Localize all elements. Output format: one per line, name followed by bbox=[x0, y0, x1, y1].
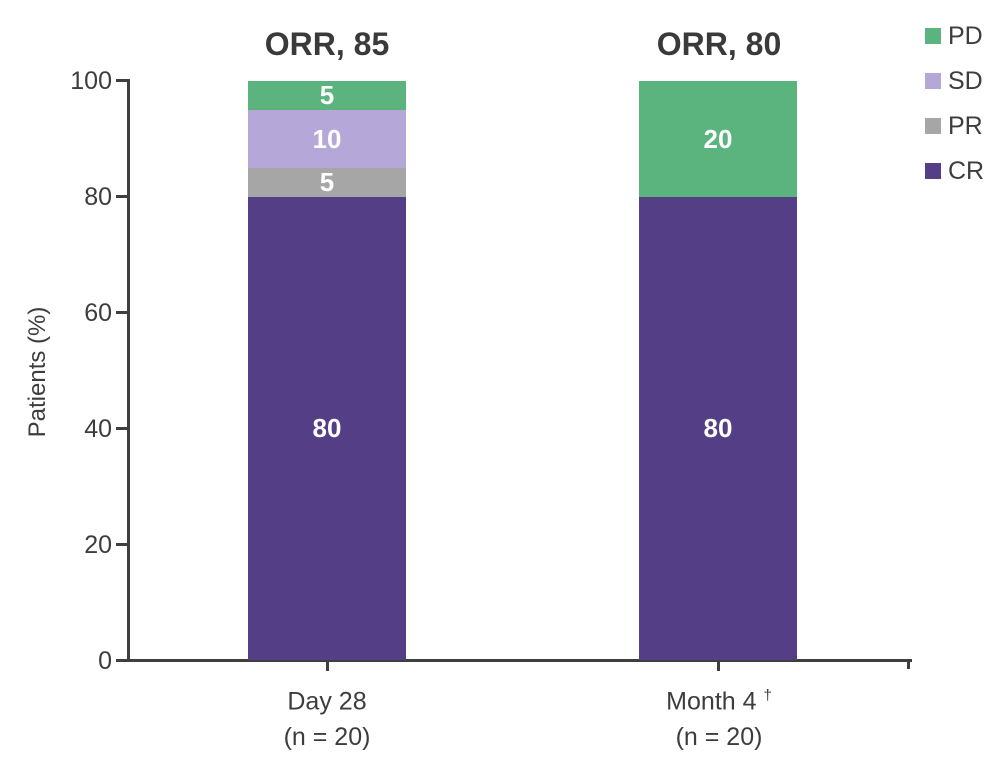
legend-item-pd: PD bbox=[925, 22, 983, 50]
bar-segment-sd: 10 bbox=[248, 109, 406, 168]
y-tick-80 bbox=[116, 195, 129, 198]
x-label-month4-superscript: † bbox=[763, 687, 772, 704]
bar-segment-value: 5 bbox=[319, 167, 335, 198]
legend-label-cr: CR bbox=[948, 156, 985, 185]
legend-item-cr: CR bbox=[925, 157, 984, 185]
y-tick-label-80: 80 bbox=[84, 183, 112, 211]
legend-label-pd: PD bbox=[948, 21, 983, 50]
y-axis-line bbox=[127, 79, 130, 662]
bar-segment-value: 80 bbox=[312, 413, 342, 444]
x-label-day28-line2: (n = 20) bbox=[283, 723, 371, 752]
y-tick-label-40: 40 bbox=[84, 415, 112, 443]
bar-segment-cr: 80 bbox=[639, 196, 797, 660]
cr-legend-swatch-icon bbox=[925, 163, 941, 179]
y-tick-100 bbox=[116, 79, 129, 82]
pd-legend-swatch-icon bbox=[925, 28, 941, 44]
x-axis-end-tick bbox=[907, 659, 910, 669]
bar-segment-value: 5 bbox=[319, 80, 335, 111]
sd-legend-swatch-icon bbox=[925, 73, 941, 89]
y-tick-label-0: 0 bbox=[98, 647, 112, 675]
legend-item-sd: SD bbox=[925, 67, 983, 95]
legend-label-pr: PR bbox=[948, 111, 983, 140]
bar-segment-pd: 20 bbox=[639, 81, 797, 197]
x-label-day28-line1: Day 28 bbox=[287, 687, 367, 716]
bar-segment-value: 20 bbox=[703, 123, 733, 154]
x-label-month4-line2: (n = 20) bbox=[675, 723, 763, 752]
y-tick-label-100: 100 bbox=[70, 67, 112, 95]
orr-title-day28: ORR, 85 bbox=[264, 26, 390, 62]
bar-segment-pr: 5 bbox=[248, 167, 406, 198]
x-label-month4: Month 4 † (n = 20) bbox=[666, 678, 772, 755]
y-tick-0 bbox=[116, 659, 129, 662]
y-tick-label-60: 60 bbox=[84, 299, 112, 327]
x-label-day28: Day 28 (n = 20) bbox=[284, 678, 371, 755]
pr-legend-swatch-icon bbox=[925, 118, 941, 134]
bar-segment-value: 80 bbox=[703, 413, 733, 444]
y-tick-label-20: 20 bbox=[84, 531, 112, 559]
x-tick-group-1 bbox=[716, 662, 720, 671]
bar-segment-value: 10 bbox=[312, 123, 342, 154]
x-axis-line bbox=[127, 659, 912, 662]
bar-segment-pd: 5 bbox=[248, 81, 406, 110]
bar-group-1: 20 80 bbox=[639, 81, 797, 660]
bar-group-0: 5 10 5 80 bbox=[248, 81, 406, 660]
legend-label-sd: SD bbox=[948, 66, 983, 95]
x-label-month4-line1: Month 4 † bbox=[666, 687, 772, 716]
orr-title-month4: ORR, 80 bbox=[656, 26, 782, 62]
x-tick-group-0 bbox=[325, 662, 329, 671]
y-tick-60 bbox=[116, 311, 129, 314]
y-tick-40 bbox=[116, 427, 129, 430]
y-tick-20 bbox=[116, 543, 129, 546]
bar-segment-cr: 80 bbox=[248, 196, 406, 660]
legend-item-pr: PR bbox=[925, 112, 983, 140]
